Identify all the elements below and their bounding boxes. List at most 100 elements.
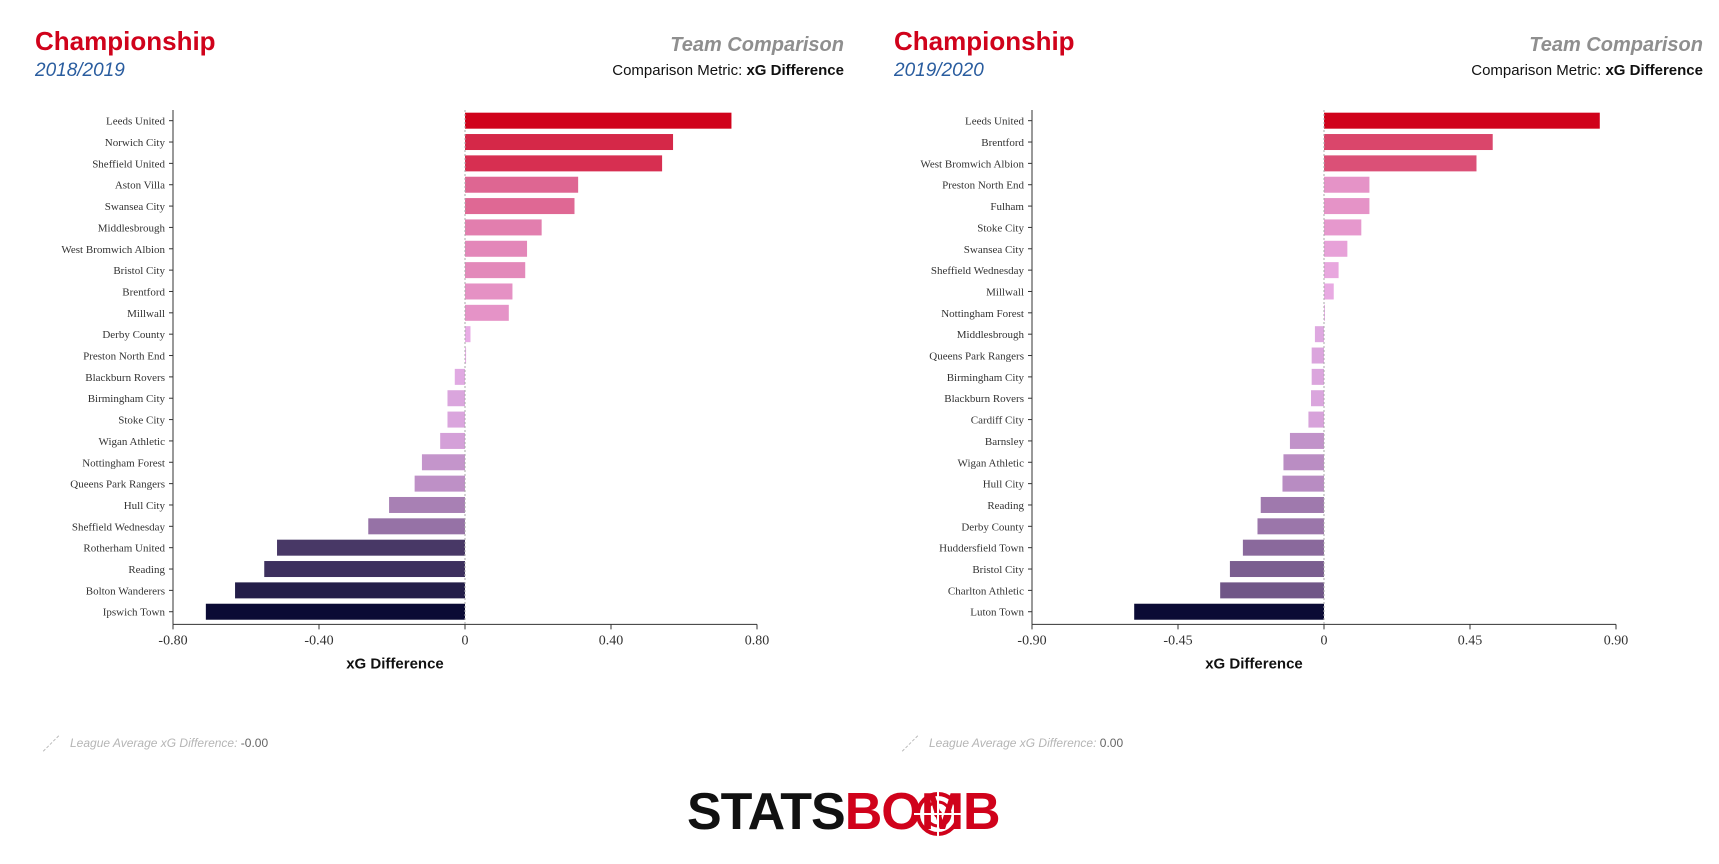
league-average-value: -0.00 <box>240 736 269 750</box>
x-tick-label: 0.40 <box>599 633 624 648</box>
bar-stoke-city <box>447 411 465 428</box>
metric-name: xG Difference <box>746 62 844 79</box>
bar-fulham <box>1324 198 1370 215</box>
x-axis-label: xG Difference <box>1205 655 1303 672</box>
league-average-note: League Average xG Difference: -0.00 <box>40 735 269 752</box>
bar-west-bromwich-albion <box>465 240 528 257</box>
league-title: Championship <box>894 26 1075 56</box>
category-label: Cardiff City <box>971 415 1025 427</box>
statsbomb-logo: STATSBOMB <box>687 783 1001 841</box>
category-label: Brentford <box>122 286 165 298</box>
bar-brentford <box>1324 134 1493 151</box>
x-tick-label: -0.80 <box>158 633 187 648</box>
comparison-metric: Comparison Metric: xG Difference <box>1471 62 1703 79</box>
x-axis-label: xG Difference <box>346 655 444 672</box>
category-label: Birmingham City <box>88 393 166 405</box>
comparison-metric: Comparison Metric: xG Difference <box>612 62 844 79</box>
category-label: Middlesbrough <box>98 222 166 234</box>
x-tick-label: 0.90 <box>1604 633 1629 648</box>
comparison-title: Team Comparison <box>1529 34 1703 56</box>
bar-huddersfield-town <box>1242 539 1324 556</box>
category-label: Millwall <box>986 286 1024 298</box>
season-label: 2018/2019 <box>35 60 125 81</box>
category-label: Leeds United <box>965 116 1024 128</box>
league-average-label: League Average xG Difference: <box>70 736 238 750</box>
bar-bristol-city <box>465 262 526 279</box>
bar-reading <box>1260 496 1324 513</box>
category-label: Swansea City <box>105 201 166 213</box>
bar-swansea-city <box>465 198 575 215</box>
x-tick-label: 0 <box>1321 633 1328 648</box>
category-label: Hull City <box>983 479 1025 491</box>
bar-cardiff-city <box>1308 411 1324 428</box>
category-label: Blackburn Rovers <box>85 372 165 384</box>
bar-millwall <box>1324 283 1334 300</box>
bar-bristol-city <box>1229 561 1324 578</box>
category-label: Birmingham City <box>947 372 1025 384</box>
bar-swansea-city <box>1324 240 1348 257</box>
category-label: Barnsley <box>985 436 1025 448</box>
category-label: Bolton Wanderers <box>86 585 165 597</box>
bar-queens-park-rangers <box>1311 347 1324 364</box>
category-label: Leeds United <box>106 116 165 128</box>
category-label: Charlton Athletic <box>948 585 1024 597</box>
bar-reading <box>264 561 465 578</box>
category-label: Aston Villa <box>115 180 165 192</box>
bar-hull-city <box>1282 475 1324 492</box>
bar-queens-park-rangers <box>414 475 465 492</box>
season-label: 2019/2020 <box>894 60 984 81</box>
category-label: Derby County <box>102 329 165 341</box>
bar-derby-county <box>1257 518 1324 535</box>
bar-preston-north-end <box>1324 176 1370 193</box>
bar-nottingham-forest <box>1324 304 1325 321</box>
bar-chart-2018-2019: Leeds United Norwich City Sheffield United… <box>61 110 770 672</box>
category-label: Preston North End <box>83 351 165 363</box>
bar-norwich-city <box>465 134 674 151</box>
category-label: Wigan Athletic <box>99 436 166 448</box>
bar-preston-north-end <box>465 347 467 364</box>
bar-blackburn-rovers <box>1311 390 1324 407</box>
logo-stats: STATS <box>687 783 846 841</box>
category-label: Preston North End <box>942 180 1024 192</box>
x-tick-label: -0.40 <box>304 633 333 648</box>
bar-nottingham-forest <box>421 454 465 471</box>
comparison-title: Team Comparison <box>670 34 844 56</box>
category-label: Sheffield Wednesday <box>72 521 166 533</box>
bar-stoke-city <box>1324 219 1362 236</box>
bar-chart-2019-2020: Leeds United Brentford West Bromwich Albio… <box>920 110 1629 672</box>
category-label: Hull City <box>124 500 166 512</box>
bar-barnsley <box>1289 432 1324 449</box>
x-tick-label: 0.45 <box>1458 633 1483 648</box>
category-label: Wigan Athletic <box>958 457 1025 469</box>
bar-brentford <box>465 283 513 300</box>
bar-sheffield-united <box>465 155 663 172</box>
category-label: Stoke City <box>118 415 165 427</box>
league-average-label: League Average xG Difference: <box>929 736 1097 750</box>
bar-aston-villa <box>465 176 579 193</box>
category-label: Swansea City <box>964 244 1025 256</box>
target-icon <box>914 790 962 838</box>
bar-wigan-athletic <box>1283 454 1324 471</box>
category-label: Luton Town <box>970 607 1024 619</box>
category-label: Nottingham Forest <box>82 457 165 469</box>
dashed-line-icon <box>42 735 60 752</box>
bar-sheffield-wednesday <box>1324 262 1339 279</box>
bar-bolton-wanderers <box>235 582 465 599</box>
chart-panel-2018-2019: Championship 2018/2019 Team Comparison C… <box>0 0 860 760</box>
metric-prefix: Comparison Metric: <box>1471 62 1606 79</box>
bar-leeds-united <box>465 112 732 129</box>
bar-derby-county <box>465 326 471 343</box>
metric-name: xG Difference <box>1605 62 1703 79</box>
category-label: Bristol City <box>972 564 1024 576</box>
category-label: Derby County <box>961 521 1024 533</box>
league-average-note: League Average xG Difference: 0.00 <box>899 735 1124 752</box>
league-average-value: 0.00 <box>1099 736 1124 750</box>
x-tick-label: 0.80 <box>745 633 770 648</box>
category-label: Rotherham United <box>83 543 165 555</box>
bar-middlesbrough <box>465 219 542 236</box>
category-label: Blackburn Rovers <box>944 393 1024 405</box>
x-tick-label: -0.45 <box>1163 633 1192 648</box>
category-label: Sheffield United <box>92 158 165 170</box>
category-label: Millwall <box>127 308 165 320</box>
dashed-line-icon <box>901 735 919 752</box>
